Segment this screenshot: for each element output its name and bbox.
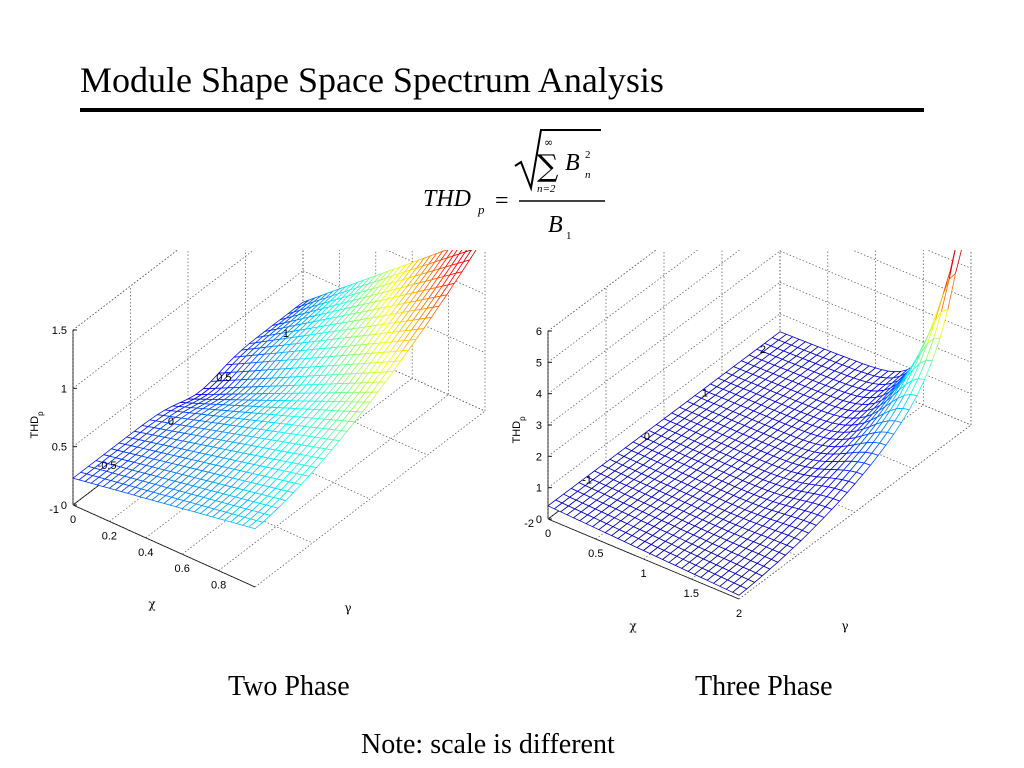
z-axis-label-subscript: p bbox=[518, 416, 527, 421]
title-underline bbox=[80, 108, 924, 112]
x-tick-label: 0.8 bbox=[211, 580, 226, 592]
z-gridline bbox=[547, 250, 741, 394]
plot-labels: 0 1 2 3 4 5 6 0 0.5 1 1.5 2 -2 -1 0 1 2 THDp γ χ bbox=[511, 326, 849, 633]
formula-num-var: B bbox=[565, 150, 580, 176]
x-tick-label: 1 bbox=[640, 568, 646, 580]
formula-lhs-sub: p bbox=[477, 202, 485, 217]
z-tick-label: 2 bbox=[536, 451, 542, 463]
formula-sum-bottom: n=2 bbox=[537, 183, 556, 195]
y-tick-label: -1 bbox=[582, 475, 592, 487]
slide-title: Module Shape Space Spectrum Analysis bbox=[80, 60, 664, 100]
z-tick-label: 1 bbox=[536, 483, 542, 495]
x-axis-label: γ bbox=[841, 619, 848, 633]
y-tick-label: 0.5 bbox=[216, 372, 231, 384]
z-gridline bbox=[72, 270, 304, 447]
formula-num-sub: n bbox=[585, 169, 591, 181]
x-axis-line bbox=[72, 504, 256, 588]
x-tick-label: 0.5 bbox=[588, 548, 603, 560]
formula-lhs-main: THD bbox=[423, 186, 471, 212]
caption-three-phase: Three Phase bbox=[695, 671, 833, 702]
z-tick-label: 3 bbox=[536, 420, 542, 432]
y-tick-label: 2 bbox=[760, 344, 766, 356]
x-axis-label: γ bbox=[344, 601, 351, 615]
formula-num-sup: 2 bbox=[585, 149, 591, 161]
caption-two-phase: Two Phase bbox=[228, 671, 350, 702]
z-gridline bbox=[926, 250, 972, 269]
x-tick-label: 0 bbox=[70, 514, 76, 526]
y-axis-label: χ bbox=[148, 597, 156, 611]
y-tick-label: -0.5 bbox=[98, 460, 117, 472]
z-gridline bbox=[779, 281, 972, 363]
y-tick-label: -1 bbox=[49, 504, 59, 516]
y-tick-label: 0 bbox=[644, 431, 650, 443]
z-tick-label: 0.5 bbox=[52, 442, 67, 454]
y-gridline bbox=[779, 344, 972, 426]
surface-cell bbox=[732, 585, 748, 596]
z-tick-label: 0 bbox=[536, 514, 542, 526]
radical-sign bbox=[514, 129, 601, 192]
z-axis-label: THDp bbox=[29, 411, 45, 439]
z-axis-label-subscript: p bbox=[36, 411, 45, 416]
x-gridline bbox=[218, 394, 449, 571]
z-tick-label: 1.5 bbox=[52, 325, 67, 337]
formula-sum-top: ∞ bbox=[544, 136, 553, 149]
z-gridline bbox=[547, 250, 781, 426]
three-phase-surface-plot: 0 1 2 3 4 5 6 0 0.5 1 1.5 2 -2 -1 0 1 2 THDp γ χ bbox=[511, 250, 972, 633]
y-gridline bbox=[547, 518, 740, 600]
y-tick-label: 0 bbox=[168, 416, 174, 428]
plot-labels: 0 0.5 1 1.5 0 0.2 0.4 0.6 0.8 -1 -0.5 0 0.5 1 THDp γ χ bbox=[29, 325, 352, 615]
z-gridline bbox=[851, 250, 972, 301]
surface-cell bbox=[248, 520, 264, 530]
formula-den-var: B bbox=[548, 212, 563, 238]
z-gridline bbox=[547, 313, 781, 488]
y-tick-label: -2 bbox=[524, 518, 534, 530]
y-tick-label: 1 bbox=[283, 328, 289, 340]
z-tick-label: 5 bbox=[536, 357, 542, 369]
x-tick-label: 0.6 bbox=[175, 563, 190, 575]
z-tick-label: 4 bbox=[536, 389, 542, 401]
thd-formula: THD p = ∞ ∑ n=2 B 2 n B 1 bbox=[423, 129, 605, 242]
z-tick-label: 0 bbox=[61, 500, 67, 512]
x-tick-label: 0.4 bbox=[138, 547, 153, 559]
x-tick-label: 1.5 bbox=[684, 588, 699, 600]
x-tick-label: 2 bbox=[736, 608, 742, 620]
surface-mesh bbox=[72, 250, 477, 530]
z-axis-label: THDp bbox=[511, 416, 527, 444]
x-tick-label: 0 bbox=[545, 528, 551, 540]
formula-den-sub: 1 bbox=[566, 230, 572, 242]
z-tick-label: 1 bbox=[61, 383, 67, 395]
formula-sum-symbol: ∑ bbox=[537, 149, 559, 184]
surface-mesh bbox=[547, 250, 962, 596]
two-phase-surface-plot: 0 0.5 1 1.5 0 0.2 0.4 0.6 0.8 -1 -0.5 0 0.5 1 THDp γ χ bbox=[29, 250, 486, 615]
x-tick-label: 0.2 bbox=[102, 530, 117, 542]
z-gridline bbox=[779, 313, 972, 395]
y-gridline bbox=[721, 388, 914, 469]
formula-equals: = bbox=[495, 188, 509, 214]
scale-note: Note: scale is different bbox=[361, 729, 615, 760]
z-tick-label: 6 bbox=[536, 326, 542, 338]
y-axis-label: χ bbox=[629, 619, 637, 633]
y-tick-label: 1 bbox=[702, 388, 708, 400]
